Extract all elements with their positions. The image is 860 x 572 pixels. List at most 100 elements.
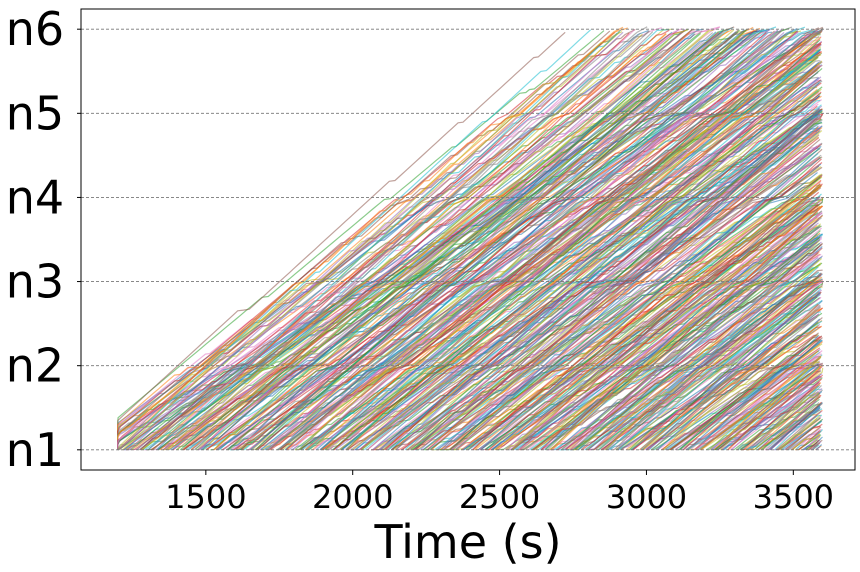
trajectory-line [657, 318, 821, 451]
trajectory-line [199, 26, 777, 451]
trajectory-line [346, 64, 821, 451]
trajectory-line [713, 350, 819, 451]
trajectory-line [775, 414, 818, 451]
trajectory-line [288, 31, 785, 451]
trajectory-line [572, 262, 822, 451]
trajectory-line [286, 29, 823, 451]
trajectory-line [639, 291, 821, 451]
trajectory-line [742, 378, 823, 451]
trajectory-line [645, 316, 818, 451]
trajectory-line [117, 31, 620, 451]
trajectory-line [401, 137, 820, 451]
trajectory-line [662, 324, 819, 451]
trajectory-line [427, 113, 824, 451]
y-tick-label-n3: n3 [6, 255, 64, 309]
trajectory-line [282, 67, 820, 451]
trajectory-line [505, 199, 821, 451]
trajectory-line [228, 29, 741, 451]
x-tick-label-1500: 1500 [165, 478, 246, 516]
grid-lines [81, 28, 855, 451]
trajectory-line [387, 64, 818, 451]
trajectory-line [165, 30, 775, 451]
trajectory-line [431, 126, 819, 451]
trajectory-line [531, 259, 820, 451]
trajectory-line [172, 32, 720, 451]
trajectory-line [117, 29, 700, 450]
y-tick-label-n4: n4 [6, 170, 64, 224]
trajectory-line [194, 32, 702, 451]
trajectory-line [572, 236, 823, 451]
trajectory-line [589, 247, 823, 451]
trajectory-line [726, 365, 823, 451]
trajectory-line [512, 186, 820, 451]
trajectory-line [367, 64, 823, 451]
trajectory-line [682, 335, 822, 451]
trajectory-line [573, 237, 820, 451]
trajectory-line [390, 82, 821, 451]
trajectory-line [215, 65, 817, 451]
trajectory-line [156, 29, 622, 451]
trajectory-line [267, 32, 720, 451]
trajectory-line [729, 381, 821, 451]
trajectory-line [437, 113, 821, 451]
trajectory-line [733, 403, 821, 451]
trajectory-line [651, 305, 821, 451]
trajectory-line [604, 272, 822, 451]
trajectory-line [551, 205, 823, 451]
trajectory-line [815, 444, 823, 451]
trajectory-line [480, 145, 822, 451]
trajectory-line [508, 197, 819, 451]
trajectory-line [788, 426, 822, 451]
trajectory-line [415, 108, 823, 451]
y-tick-label-n5: n5 [6, 86, 64, 140]
trajectory-line [678, 336, 818, 451]
y-axis: n1 n2 n3 n4 n5 n6 [6, 2, 81, 477]
trajectory-line [162, 31, 654, 451]
trajectory-line [431, 205, 823, 451]
trajectory-line [305, 31, 799, 451]
trajectory-line [518, 203, 819, 451]
trajectory-line [694, 334, 820, 451]
trajectory-line [479, 187, 822, 451]
trajectory-line [297, 29, 822, 451]
trajectory-line [798, 429, 821, 451]
trajectory-line [333, 36, 822, 451]
trajectory-line [616, 279, 824, 451]
trajectory-line [117, 27, 628, 450]
trajectory-line [748, 385, 823, 451]
trajectory-line [550, 214, 824, 451]
trajectory-line [117, 28, 673, 450]
trajectory-line [190, 32, 690, 451]
trajectory-line [769, 402, 823, 451]
trajectory-line [714, 362, 823, 451]
trajectory-line [117, 31, 566, 450]
trajectory-line [341, 77, 820, 451]
trajectory-line [619, 307, 821, 451]
trajectory-line [809, 442, 821, 451]
y-tick-label-n1: n1 [6, 423, 64, 477]
trajectory-line [352, 88, 822, 451]
x-axis-label: Time (s) [373, 515, 561, 569]
trajectory-line [577, 257, 821, 451]
trajectory-line [203, 29, 689, 451]
trajectory-line [580, 244, 822, 451]
trajectory-line [227, 33, 695, 451]
trajectory-line [662, 303, 819, 451]
x-axis: 1500 2000 2500 3000 3500 [165, 470, 834, 516]
trajectory-line [561, 242, 821, 451]
trajectory-line [655, 332, 819, 451]
trajectory-line [807, 439, 820, 451]
trajectory-line [465, 177, 821, 451]
trajectory-line [117, 31, 623, 451]
trajectory-line [533, 217, 818, 451]
trajectory-line [166, 33, 643, 451]
trajectory-line [650, 321, 819, 451]
trajectory-line [332, 27, 824, 451]
trajectory-line [741, 382, 822, 451]
trajectory-line [306, 27, 824, 451]
x-tick-label-2500: 2500 [459, 478, 540, 516]
trajectory-line [449, 156, 821, 451]
trajectory-line [507, 183, 821, 451]
trajectory-line [511, 185, 821, 451]
